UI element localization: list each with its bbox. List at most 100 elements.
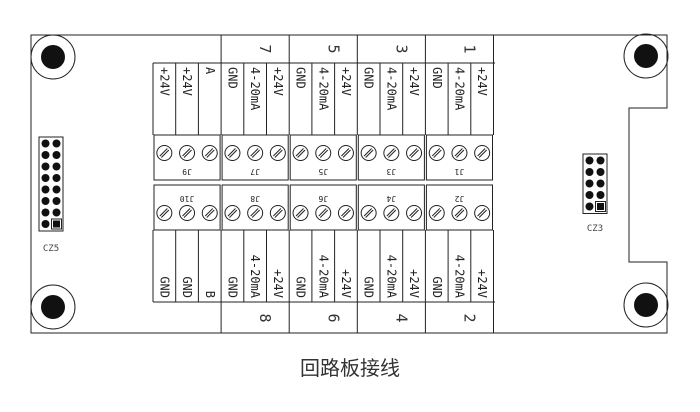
terminal-label-bottom: +24V — [339, 269, 353, 298]
screw-icon — [383, 145, 400, 161]
pin — [52, 197, 61, 205]
terminal-block-bottom — [221, 184, 289, 231]
screw-icon — [315, 205, 332, 221]
screw-icon — [406, 145, 423, 161]
pin — [596, 191, 605, 199]
block-label-bottom: J8 — [250, 194, 260, 203]
terminal-block-top — [425, 134, 493, 181]
terminal-label-bottom: +24V — [271, 269, 285, 298]
screw-icon — [428, 145, 445, 161]
caption: 回路板接线 — [300, 356, 400, 380]
terminal-label-bottom: +24V — [475, 269, 489, 298]
terminal-group: 1 2 J1 J2 GND GND 4-20mA 4-20mA +24V +24V — [424, 35, 494, 333]
screw-icon — [224, 145, 241, 161]
pin — [41, 174, 50, 182]
terminal-label-bottom: 4-20mA — [316, 255, 330, 299]
channel-number-top: 7 — [256, 44, 274, 53]
connector-cz5 — [38, 136, 64, 232]
screw-icon — [451, 145, 468, 161]
screw-icon — [179, 205, 196, 221]
screw-icon — [428, 205, 445, 221]
pin — [41, 208, 50, 217]
terminal-area: J9 J10 +24V GND +24V GND A B 7 8 J7 J8 GND GND 4-20mA 4… — [152, 35, 495, 333]
screw-icon — [201, 205, 218, 221]
terminal-block-top — [289, 134, 357, 181]
terminal-label-bottom: B — [203, 291, 217, 298]
terminal-label-top: 4-20mA — [316, 67, 330, 111]
screw-icon — [337, 205, 354, 221]
block-label-top: J7 — [250, 167, 260, 176]
terminal-block-top — [357, 134, 425, 181]
pin — [52, 185, 61, 194]
terminal-block-bottom — [289, 184, 357, 231]
pin — [596, 179, 605, 188]
pin-header-frame — [38, 136, 64, 232]
connector-cz3 — [582, 153, 608, 214]
mounting-hole — [623, 33, 669, 79]
screw-icon — [292, 205, 309, 221]
terminal-label-bottom: 4-20mA — [452, 255, 466, 299]
screw-icon — [269, 205, 286, 221]
board-outline — [30, 34, 668, 334]
terminal-label-top: 4-20mA — [248, 67, 262, 111]
terminal-label-top: A — [203, 67, 217, 75]
terminal-label-bottom: 4-20mA — [384, 255, 398, 299]
block-label-top: J3 — [386, 167, 396, 176]
screw-icon — [247, 145, 264, 161]
block-label-top: J9 — [182, 167, 192, 176]
terminal-group: J9 J10 +24V GND +24V GND A B — [152, 63, 221, 302]
pin — [53, 220, 60, 228]
terminal-label-top: +24V — [475, 67, 489, 96]
channel-number-top: 1 — [460, 44, 478, 53]
pin-1-square — [595, 201, 606, 212]
terminal-label-bottom: GND — [157, 276, 171, 298]
pin — [52, 174, 61, 182]
terminal-label-bottom: 4-20mA — [248, 255, 262, 299]
screw-icon — [201, 145, 218, 161]
pin — [596, 156, 605, 165]
terminal-label-bottom: +24V — [407, 269, 421, 298]
pin-header-frame — [582, 153, 608, 214]
pin — [52, 208, 61, 217]
terminal-label-top: GND — [362, 67, 376, 89]
terminal-group: 3 4 J3 J4 GND GND 4-20mA 4-20mA +24V +24V — [356, 35, 425, 333]
pin — [596, 168, 605, 176]
connector-cz3-label: CZ3 — [587, 224, 603, 234]
terminal-label-bottom: GND — [430, 276, 444, 298]
pin — [52, 139, 61, 148]
pin — [41, 151, 50, 159]
channel-number-top: 3 — [392, 44, 410, 53]
terminal-label-top: +24V — [271, 67, 285, 96]
pin — [52, 151, 61, 159]
screw-icon — [156, 145, 173, 161]
screw-icon — [406, 205, 423, 221]
channel-number-bottom: 2 — [460, 313, 478, 322]
screw-icon — [383, 205, 400, 221]
pin — [41, 197, 50, 205]
screw-icon — [247, 205, 264, 221]
channel-number-bottom: 6 — [324, 313, 342, 322]
pin — [41, 162, 50, 171]
mounting-hole — [30, 34, 76, 80]
block-label-top: J5 — [318, 167, 328, 176]
terminal-block-bottom — [357, 184, 425, 231]
channel-number-bottom: 4 — [392, 313, 410, 322]
terminal-label-top: +24V — [157, 67, 171, 96]
terminal-label-top: +24V — [339, 67, 353, 96]
terminal-label-top: 4-20mA — [384, 67, 398, 111]
screw-icon — [292, 145, 309, 161]
terminal-label-top: GND — [430, 67, 444, 89]
terminal-label-bottom: GND — [225, 276, 239, 298]
pin — [41, 220, 50, 228]
terminal-label-top: 4-20mA — [452, 67, 466, 111]
screw-icon — [474, 205, 491, 221]
pin — [52, 162, 61, 171]
mounting-hole — [30, 284, 76, 330]
channel-number-bottom: 8 — [256, 313, 274, 322]
screw-icon — [337, 145, 354, 161]
terminal-group: 7 8 J7 J8 GND GND 4-20mA 4-20mA +24V +24V — [220, 35, 289, 333]
block-label-bottom: J6 — [318, 194, 328, 203]
terminal-label-top: GND — [294, 67, 308, 89]
block-label-bottom: J10 — [180, 194, 195, 203]
